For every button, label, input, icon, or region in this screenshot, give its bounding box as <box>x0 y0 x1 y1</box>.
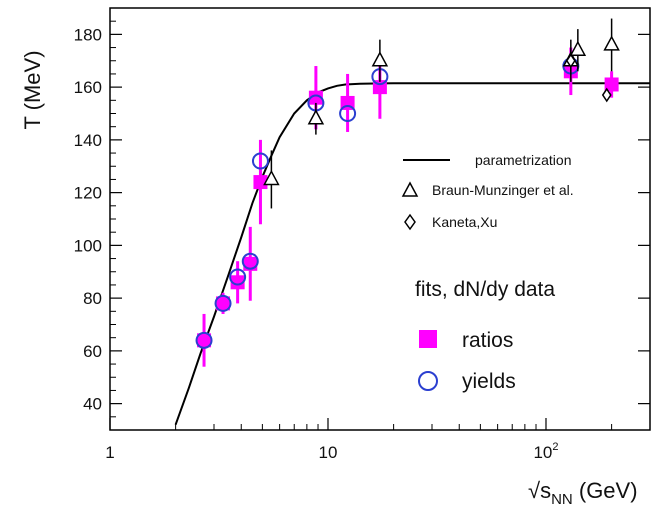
legend-label-braun: Braun-Munzinger et al. <box>432 182 574 198</box>
x-axis-title-root: √s <box>528 478 551 503</box>
ratios-point <box>253 175 268 190</box>
axes: 40 60 80 100 120 140 160 180 1 10 102 <box>74 7 651 462</box>
legend-diamond-marker <box>404 213 416 231</box>
x-tick-label: 10 <box>319 443 338 462</box>
legend-label-parametrization: parametrization <box>475 152 572 168</box>
y-tick-label: 40 <box>83 395 102 414</box>
yields-point <box>251 152 269 170</box>
ratios-point <box>230 275 245 290</box>
yields-point <box>339 105 357 122</box>
braun-point <box>371 51 389 67</box>
braun-point <box>263 169 280 186</box>
legend-label-yields: yields <box>462 370 516 393</box>
y-tick-label: 60 <box>83 342 102 361</box>
x-axis-title-sub: NN <box>551 491 573 508</box>
y-tick-label: 80 <box>83 289 102 308</box>
ratios-point <box>197 333 212 348</box>
yields-point <box>195 331 213 349</box>
ratios-point <box>604 77 619 92</box>
y-axis-title: T (MeV) <box>20 50 45 129</box>
y-tick-label: 120 <box>74 184 102 203</box>
x-axis-title: √sNN (GeV) <box>528 478 638 508</box>
legend-label-ratios: ratios <box>462 329 513 352</box>
legend-label-kaneta: Kaneta,Xu <box>432 214 497 230</box>
yields-point <box>229 268 247 286</box>
braun-point <box>603 35 620 51</box>
braun-point <box>569 40 587 56</box>
yields-point <box>214 294 232 312</box>
y-tick-label: 140 <box>74 131 102 150</box>
x-tick-label: 1 <box>105 443 114 462</box>
legend-square-marker <box>419 330 437 348</box>
legend-group-title: fits, dN/dy data <box>415 278 555 301</box>
legend: parametrization Braun-Munzinger et al. K… <box>401 152 574 393</box>
ratios-point <box>308 90 323 105</box>
kaneta-point <box>565 53 576 69</box>
x-axis-title-unit: (GeV) <box>573 478 638 503</box>
ratios-point <box>216 296 231 311</box>
x-tick-label: 102 <box>533 441 558 462</box>
y-tick-label: 180 <box>74 25 102 44</box>
y-tick-label: 160 <box>74 78 102 97</box>
legend-circle-marker <box>418 371 438 391</box>
plot-series <box>174 18 650 426</box>
kaneta-point <box>601 87 612 103</box>
yields-point <box>241 252 259 270</box>
braun-point <box>307 109 325 125</box>
legend-triangle-marker <box>401 181 419 197</box>
y-tick-label: 100 <box>74 236 102 255</box>
